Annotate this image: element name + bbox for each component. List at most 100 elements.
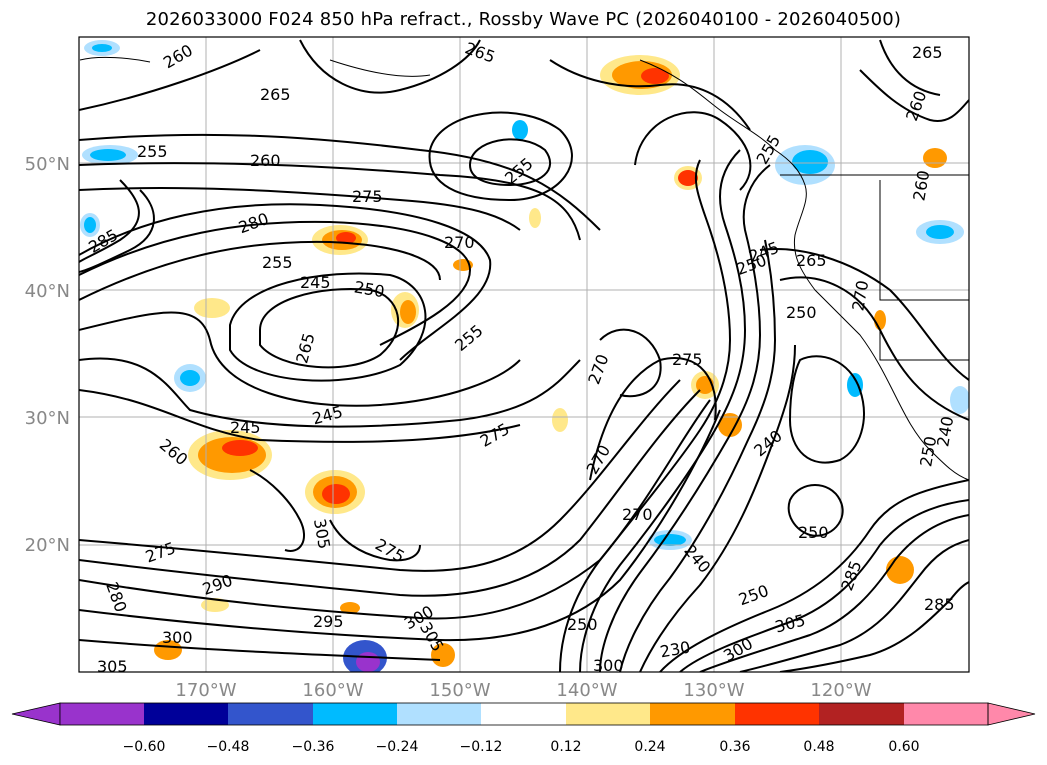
contour-line (79, 389, 521, 443)
contour-line (469, 138, 552, 186)
contour-line (634, 111, 752, 191)
colorbar-segment (313, 703, 397, 725)
shade-patch (874, 310, 886, 330)
lat-label: 40°N (25, 281, 70, 302)
contour-line (619, 239, 776, 672)
shade-patch (340, 602, 360, 614)
contour-line (79, 399, 711, 620)
shade-patch (847, 373, 863, 397)
shade-patch (84, 217, 96, 233)
colorbar-segment (566, 703, 650, 725)
contour-lines (79, 39, 969, 672)
contour-line (259, 288, 399, 369)
shade-patch (926, 225, 954, 239)
colorbar-segment (735, 703, 819, 725)
colorbar-tick-label: 0.60 (888, 739, 919, 755)
contour-line (249, 469, 305, 552)
contour-label: 255 (262, 253, 293, 272)
contour-line (599, 328, 662, 398)
contour-line (79, 189, 155, 273)
shade-patch (529, 208, 541, 228)
lon-label: 160°W (302, 680, 363, 701)
contour-line (329, 519, 421, 562)
map-title: 2026033000 F024 850 hPa refract., Rossby… (145, 9, 902, 30)
plot-frame (78, 36, 970, 673)
shade-patch (718, 413, 742, 437)
contour-line (79, 240, 441, 301)
contour-label: 265 (912, 43, 943, 62)
contour-line (79, 133, 601, 231)
shade-patch (552, 408, 568, 432)
colorbar-tick-label: 0.24 (634, 739, 665, 755)
contour-line (79, 357, 581, 428)
contour-line (79, 220, 471, 346)
contour-line (79, 203, 492, 361)
contour-label: 250 (798, 523, 829, 542)
lat-label: 20°N (25, 535, 70, 556)
contour-line (428, 111, 573, 201)
colorbar-segment (397, 703, 481, 725)
shade-patch (356, 652, 380, 672)
contour-label: 245 (230, 418, 261, 437)
contour-line (299, 39, 481, 94)
contour-line (699, 514, 969, 672)
contour-line (779, 581, 969, 672)
lat-label: 30°N (25, 408, 70, 429)
lon-label: 140°W (556, 680, 617, 701)
contour-label: 270 (444, 233, 475, 252)
contour-line (789, 355, 865, 464)
contour-label: 260 (250, 151, 281, 170)
colorbar-segment (228, 703, 313, 725)
colorbar-segment (819, 703, 904, 725)
lon-label: 150°W (429, 680, 490, 701)
shade-patch (194, 298, 230, 318)
contour-line (79, 49, 261, 111)
colorbar-min-arrow (11, 702, 61, 726)
lon-label: 130°W (683, 680, 744, 701)
contour-label: 255 (137, 142, 168, 161)
shade-patch (923, 148, 947, 168)
shade-patch (154, 640, 182, 660)
shade-patch (654, 534, 686, 546)
contour-line (549, 59, 751, 131)
shade-patch (180, 370, 200, 386)
shade-patch (886, 556, 914, 584)
colorbar-frame (59, 702, 989, 726)
contour-line (679, 499, 969, 672)
coastline (79, 56, 151, 63)
shade-patch (512, 120, 528, 140)
lon-label: 120°W (810, 680, 871, 701)
contour-line (787, 484, 844, 537)
shade-patch (322, 484, 350, 504)
shade-patch (90, 149, 126, 161)
colorbar: −0.60 −0.48 −0.36 −0.24 −0.12 0.12 0.24 … (11, 702, 1036, 755)
colorbar-tick-label: −0.60 (123, 739, 166, 755)
contour-label: 300 (593, 656, 624, 675)
shade-patch (92, 44, 112, 52)
colorbar-tick-label: 0.48 (803, 739, 834, 755)
coastline (329, 59, 431, 77)
contour-line (79, 409, 721, 642)
contour-label: 275 (352, 187, 383, 206)
colorbar-tick-label: −0.24 (376, 739, 419, 755)
shade-patch (792, 150, 828, 174)
contour-line (759, 248, 969, 381)
contour-line (79, 311, 521, 407)
plot-area (79, 37, 969, 672)
contour-label: 285 (924, 595, 955, 614)
colorbar-tick-label: −0.48 (207, 739, 250, 755)
coastline (879, 180, 969, 301)
contour-label: 295 (313, 612, 344, 631)
lon-axis: 170°W 160°W 150°W 140°W 130°W 120°W (175, 680, 871, 701)
contour-line (659, 479, 969, 672)
contour-line (879, 39, 941, 96)
colorbar-segment (904, 703, 988, 725)
colorbar-tick-label: 0.36 (719, 739, 750, 755)
colorbar-tick-label: 0.12 (550, 739, 581, 755)
contour-label: 250 (567, 615, 598, 634)
lat-axis: 50°N 40°N 30°N 20°N (25, 154, 70, 556)
contour-label: 265 (260, 85, 291, 104)
shade-patch (336, 232, 356, 244)
contour-line (229, 272, 427, 382)
